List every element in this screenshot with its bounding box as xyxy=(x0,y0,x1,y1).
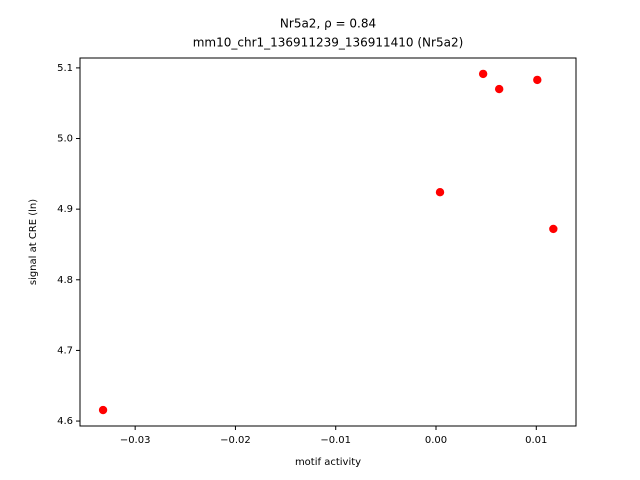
y-tick-label: 4.7 xyxy=(57,345,73,356)
x-axis-label: motif activity xyxy=(295,457,361,468)
x-tick-label: 0.01 xyxy=(525,435,547,446)
point xyxy=(549,224,558,234)
y-axis-label: signal at CRE (ln) xyxy=(28,199,39,285)
y-tick-label: 4.6 xyxy=(57,416,73,427)
chart-title: Nr5a2, ρ = 0.84 xyxy=(280,17,376,31)
y-tick-label: 5.1 xyxy=(57,63,73,74)
y-tick-label: 4.9 xyxy=(57,204,73,215)
point xyxy=(478,69,488,79)
point xyxy=(435,188,445,197)
x-tick-label: 0.00 xyxy=(425,435,447,446)
y-tick-label: 4.8 xyxy=(57,275,73,286)
point xyxy=(98,405,108,415)
x-tick-label: −0.02 xyxy=(220,435,251,446)
plot-frame xyxy=(79,57,577,427)
x-tick-label: −0.03 xyxy=(120,435,151,446)
chart-subtitle: mm10_chr1_136911239_136911410 (Nr5a2) xyxy=(193,36,464,50)
x-tick-label: −0.01 xyxy=(320,435,351,446)
y-tick-label: 5.0 xyxy=(57,134,73,145)
point xyxy=(533,75,542,85)
point xyxy=(494,84,504,94)
